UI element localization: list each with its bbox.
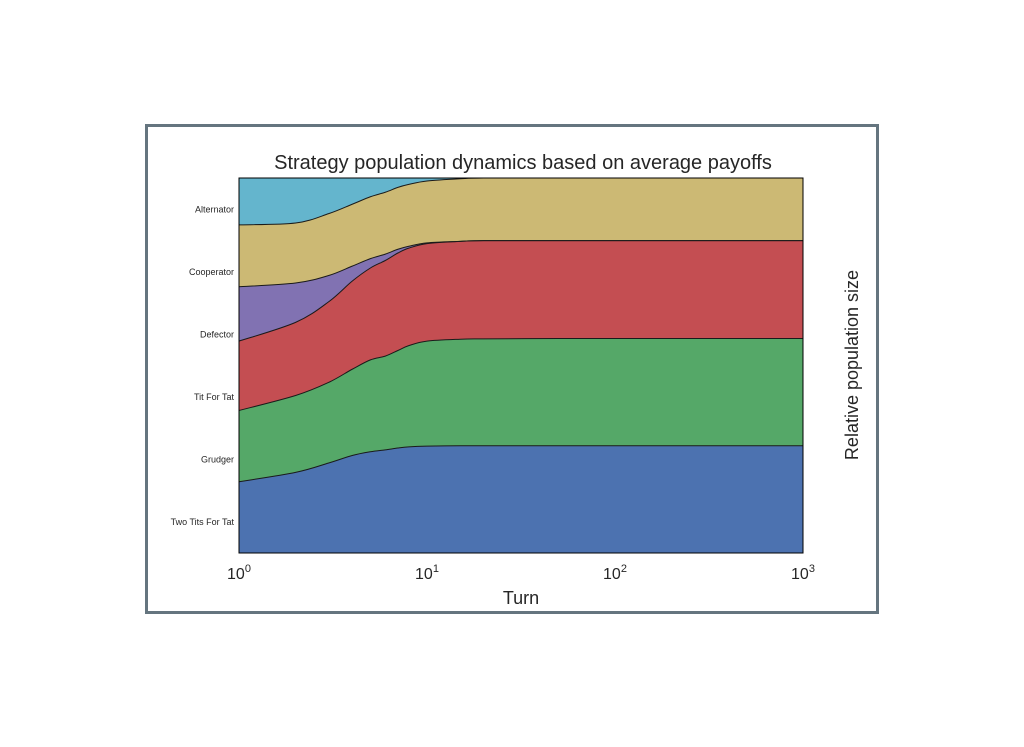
boundary-line-2 (238, 337, 803, 411)
plot-border (238, 177, 804, 554)
series-label-grudger: Grudger (201, 454, 234, 464)
x-tick-label: 102 (603, 563, 627, 583)
plot-areas (238, 177, 803, 553)
area-cooperator (239, 177, 803, 287)
boundary-line-1 (238, 445, 803, 483)
series-label-tit-for-tat: Tit For Tat (194, 392, 235, 402)
area-tit-for-tat (239, 240, 803, 411)
chart-title: Strategy population dynamics based on av… (274, 152, 772, 174)
x-tick-label: 100 (227, 563, 251, 583)
area-grudger (239, 338, 803, 482)
series-label-defector: Defector (200, 329, 234, 339)
series-labels: Two Tits For Tat Grudger Tit For Tat Defect… (171, 204, 235, 527)
series-label-two-tits-for-tat: Two Tits For Tat (171, 517, 235, 527)
x-tick-label: 103 (791, 563, 815, 583)
chart-svg: Strategy population dynamics based on av… (171, 152, 862, 608)
x-tick-labels: 100 101 102 103 (227, 563, 815, 583)
x-tick-label: 101 (415, 563, 439, 583)
area-two-tits-for-tat (239, 445, 803, 553)
series-label-cooperator: Cooperator (189, 267, 234, 277)
series-label-alternator: Alternator (195, 204, 234, 214)
y-axis-label: Relative population size (842, 270, 862, 460)
boundary-line-4 (238, 240, 803, 288)
chart-frame: Strategy population dynamics based on av… (145, 124, 879, 614)
x-axis-label: Turn (503, 588, 539, 608)
area-alternator (239, 177, 803, 225)
